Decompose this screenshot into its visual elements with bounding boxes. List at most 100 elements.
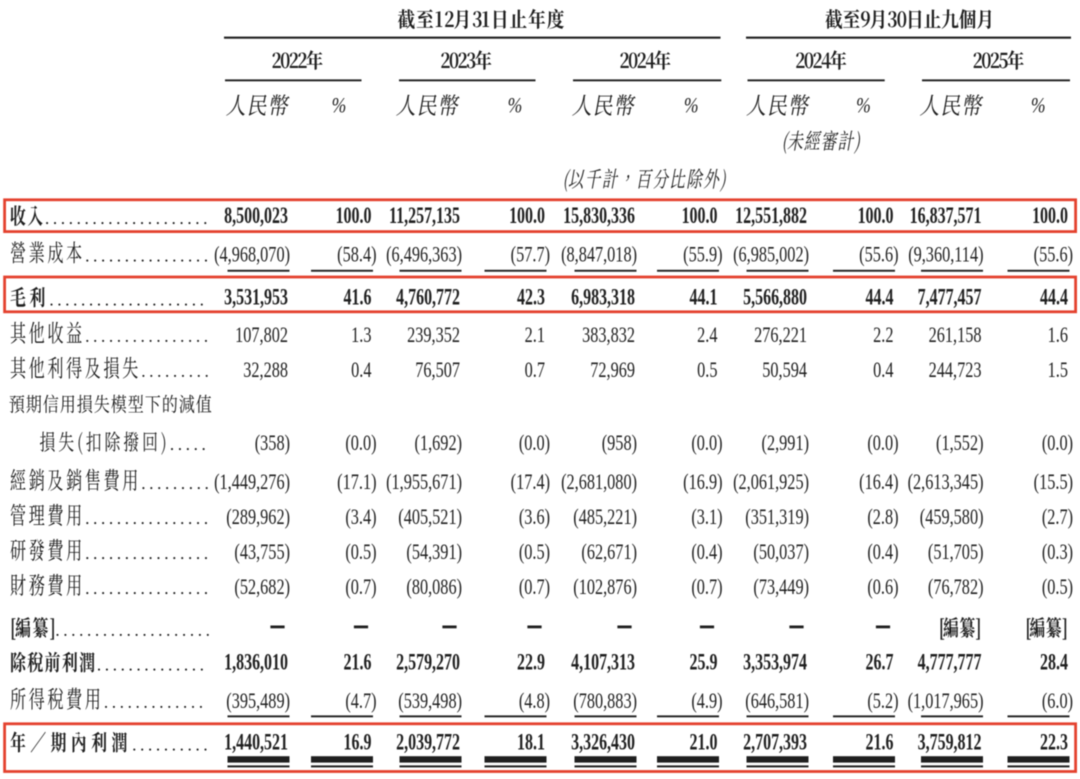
svg-text:(0.5): (0.5): [1042, 574, 1073, 599]
svg-text:(0.3): (0.3): [1042, 539, 1073, 564]
svg-text:(2,681,080): (2,681,080): [561, 469, 637, 494]
svg-text:(780,883): (780,883): [573, 688, 637, 713]
svg-text:(0.0): (0.0): [1042, 430, 1073, 455]
svg-text:(102,876): (102,876): [573, 574, 637, 599]
svg-text:(0.6): (0.6): [867, 574, 898, 599]
svg-text:(6,496,363): (6,496,363): [386, 242, 462, 267]
svg-text:44.4: 44.4: [1040, 285, 1068, 311]
svg-text:76,507: 76,507: [415, 357, 460, 382]
svg-text:3,326,430: 3,326,430: [571, 730, 635, 756]
svg-text:%: %: [856, 94, 871, 118]
svg-text:(55.9): (55.9): [683, 242, 722, 267]
svg-text:(4.9): (4.9): [691, 688, 722, 713]
svg-text:0.5: 0.5: [697, 357, 717, 382]
svg-text:(1,692): (1,692): [415, 430, 462, 455]
svg-text:(9,360,114): (9,360,114): [908, 242, 983, 267]
svg-text:32,288: 32,288: [243, 357, 288, 382]
svg-text:(0.0): (0.0): [519, 430, 550, 455]
svg-text:(0.5): (0.5): [345, 539, 376, 564]
svg-text:22.3: 22.3: [1040, 730, 1068, 756]
svg-text:26.7: 26.7: [866, 650, 894, 676]
svg-text:(539,498): (539,498): [398, 688, 462, 713]
svg-text:2,707,393: 2,707,393: [743, 730, 807, 756]
svg-text:(2,991): (2,991): [762, 430, 809, 455]
svg-text:22.9: 22.9: [517, 650, 545, 676]
svg-text:%: %: [1031, 94, 1046, 118]
svg-text:44.4: 44.4: [866, 285, 894, 311]
svg-text:1.6: 1.6: [1048, 322, 1068, 347]
svg-text:100.0: 100.0: [1032, 203, 1068, 229]
svg-text:6,983,318: 6,983,318: [571, 285, 635, 311]
svg-text:(459,580): (459,580): [920, 504, 984, 529]
svg-text:(395,489): (395,489): [226, 688, 290, 713]
svg-text:(0.5): (0.5): [519, 539, 550, 564]
svg-text:(3.4): (3.4): [345, 504, 376, 529]
svg-text:100.0: 100.0: [336, 203, 372, 229]
svg-text:12,551,882: 12,551,882: [735, 203, 807, 229]
svg-text:4,107,313: 4,107,313: [571, 650, 635, 676]
svg-text:(0.4): (0.4): [867, 539, 898, 564]
svg-text:(1,955,671): (1,955,671): [386, 469, 462, 494]
svg-text:18.1: 18.1: [517, 730, 545, 756]
svg-text:(4,968,070): (4,968,070): [214, 242, 290, 267]
svg-text:42.3: 42.3: [517, 285, 545, 311]
svg-text:(958): (958): [602, 430, 637, 455]
svg-text:(6.0): (6.0): [1042, 688, 1073, 713]
svg-text:(351,319): (351,319): [745, 504, 809, 529]
svg-text:383,832: 383,832: [582, 322, 635, 347]
svg-text:(3.1): (3.1): [691, 504, 722, 529]
svg-text:4,777,777: 4,777,777: [918, 650, 982, 676]
svg-text:(405,521): (405,521): [398, 504, 462, 529]
svg-text:(62,671): (62,671): [581, 539, 637, 564]
svg-text:2,579,270: 2,579,270: [396, 650, 460, 676]
svg-text:(2,061,925): (2,061,925): [733, 469, 809, 494]
svg-text:1.5: 1.5: [1048, 357, 1068, 382]
svg-text:(52,682): (52,682): [234, 574, 290, 599]
svg-text:%: %: [684, 94, 699, 118]
svg-text:244,723: 244,723: [929, 357, 982, 382]
svg-text:0.7: 0.7: [525, 357, 545, 382]
svg-text:(55.6): (55.6): [859, 242, 898, 267]
svg-text:16,837,571: 16,837,571: [910, 203, 982, 229]
svg-text:(16.4): (16.4): [859, 469, 898, 494]
svg-text:(17.1): (17.1): [337, 469, 376, 494]
svg-text:(16.9): (16.9): [683, 469, 722, 494]
svg-text:41.6: 41.6: [344, 285, 372, 311]
svg-text:2.1: 2.1: [525, 322, 545, 347]
svg-text:21.6: 21.6: [344, 650, 372, 676]
svg-text:15,830,336: 15,830,336: [563, 203, 635, 229]
svg-text:(0.4): (0.4): [691, 539, 722, 564]
svg-text:0.4: 0.4: [351, 357, 371, 382]
svg-text:(2.8): (2.8): [867, 504, 898, 529]
svg-text:107,802: 107,802: [235, 322, 288, 347]
svg-text:8,500,023: 8,500,023: [224, 203, 288, 229]
svg-text:(76,782): (76,782): [928, 574, 984, 599]
svg-text:%: %: [332, 94, 347, 118]
svg-text:16.9: 16.9: [344, 730, 372, 756]
svg-text:(5.2): (5.2): [867, 688, 898, 713]
svg-text:21.6: 21.6: [866, 730, 894, 756]
svg-text:2.4: 2.4: [697, 322, 717, 347]
svg-text:44.1: 44.1: [690, 285, 718, 311]
svg-text:(15.5): (15.5): [1034, 469, 1073, 494]
svg-text:(4.7): (4.7): [345, 688, 376, 713]
svg-text:7,477,457: 7,477,457: [918, 285, 982, 311]
svg-text:(0.7): (0.7): [519, 574, 550, 599]
svg-text:(0.0): (0.0): [691, 430, 722, 455]
svg-text:3,531,953: 3,531,953: [224, 285, 288, 311]
svg-text:1,836,010: 1,836,010: [224, 650, 288, 676]
svg-text:(51,705): (51,705): [928, 539, 984, 564]
svg-text:100.0: 100.0: [682, 203, 718, 229]
svg-text:100.0: 100.0: [858, 203, 894, 229]
svg-text:(3.6): (3.6): [519, 504, 550, 529]
svg-text:276,221: 276,221: [754, 322, 807, 347]
svg-text:(289,962): (289,962): [226, 504, 290, 529]
svg-text:2,039,772: 2,039,772: [396, 730, 460, 756]
svg-text:(73,449): (73,449): [753, 574, 809, 599]
svg-text:100.0: 100.0: [509, 203, 545, 229]
svg-text:261,158: 261,158: [929, 322, 982, 347]
svg-text:%: %: [508, 94, 523, 118]
svg-text:(4.8): (4.8): [519, 688, 550, 713]
svg-text:239,352: 239,352: [407, 322, 460, 347]
svg-text:3,759,812: 3,759,812: [918, 730, 982, 756]
